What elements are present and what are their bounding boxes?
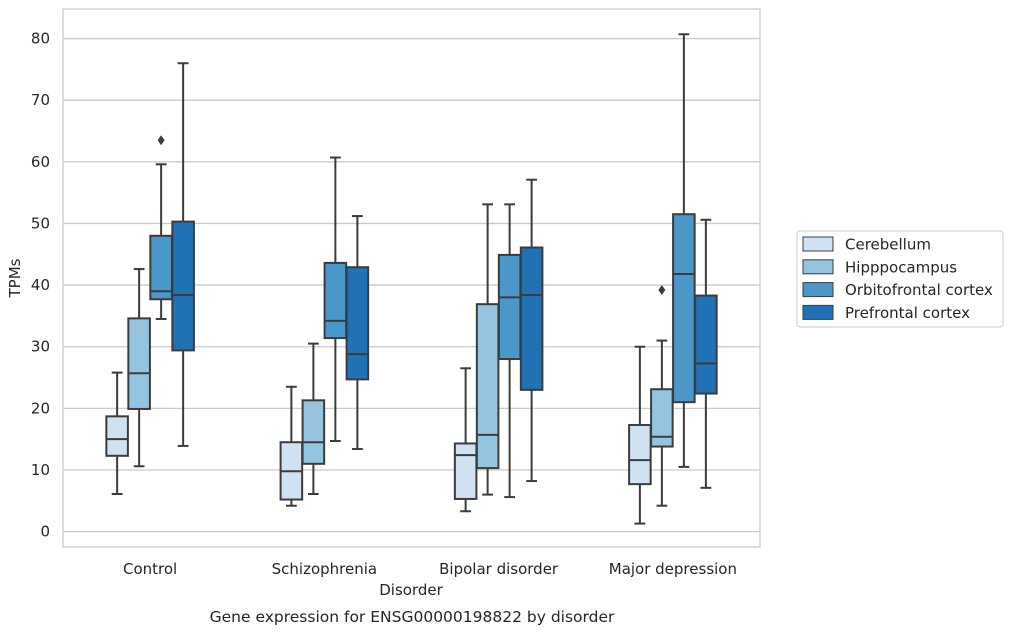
box-body: [345, 266, 370, 381]
legend-frame: [796, 230, 1004, 328]
box-body: [519, 246, 544, 391]
box-body: [672, 213, 696, 404]
legend-swatch: [802, 282, 834, 298]
x-tick-label: Major depression: [609, 560, 737, 578]
legend-label: Prefrontal cortex: [845, 304, 970, 322]
y-tick-label: 40: [31, 276, 50, 294]
series-prefrontal-cortex: [171, 62, 718, 489]
box-body: [475, 303, 500, 470]
x-axis-label: Disorder: [379, 581, 443, 599]
box: [519, 178, 544, 483]
y-tick-label: 70: [31, 91, 50, 109]
box: [650, 285, 674, 507]
box-body: [127, 317, 151, 410]
legend-swatch: [802, 236, 834, 252]
legend-label: Cerebellum: [845, 236, 931, 254]
box: [453, 367, 478, 513]
y-tick-labels: 0 10 20 30 40 50 60 70 80: [31, 30, 50, 541]
box: [323, 156, 348, 443]
legend: Cerebellum Hipppocampus Orbitofrontal cort…: [796, 230, 1004, 328]
box: [694, 218, 718, 489]
y-tick-label: 50: [31, 214, 50, 232]
series-hipppocampus: [127, 203, 674, 507]
box-body: [171, 220, 195, 352]
legend-label: Orbitofrontal cortex: [845, 281, 993, 299]
box: [672, 33, 696, 468]
box-body: [628, 423, 652, 486]
legend-swatch: [802, 259, 834, 275]
series-cerebellum: [105, 345, 652, 525]
box: [497, 203, 522, 499]
y-tick-label: 0: [40, 523, 50, 541]
box: [628, 345, 652, 525]
box: [171, 62, 195, 447]
y-axis-label: TPMs: [6, 258, 24, 298]
x-tick-label: Schizophrenia: [272, 560, 377, 578]
box-body: [694, 294, 718, 395]
plot-frame: [62, 8, 761, 548]
y-tick-label: 60: [31, 153, 50, 171]
box-body: [650, 388, 674, 448]
box: [301, 342, 326, 496]
y-tick-label: 10: [31, 461, 50, 479]
y-tick-label: 30: [31, 338, 50, 356]
box-body: [149, 234, 173, 301]
box-body: [453, 442, 478, 500]
series-orbitofrontal-cortex: [149, 33, 696, 499]
y-tick-label: 20: [31, 399, 50, 417]
box-body: [105, 415, 129, 457]
box-body: [497, 253, 522, 361]
chart-caption: Gene expression for ENSG00000198822 by d…: [210, 608, 615, 626]
outlier-point: [658, 285, 666, 296]
box: [279, 385, 304, 507]
box: [149, 135, 173, 320]
x-tick-label: Control: [123, 560, 177, 578]
box-body: [323, 261, 348, 340]
box: [345, 215, 370, 451]
y-tick-label: 80: [31, 30, 50, 48]
legend-label: Hipppocampus: [845, 258, 957, 276]
box: [105, 371, 129, 496]
box-series: [105, 33, 718, 525]
legend-swatch: [802, 304, 834, 320]
box: [475, 203, 500, 496]
x-tick-labels: Control Schizophrenia Bipolar disorder Majo…: [123, 560, 737, 578]
x-tick-label: Bipolar disorder: [439, 560, 559, 578]
box-body: [301, 399, 326, 465]
outlier-point: [157, 135, 165, 146]
box: [127, 268, 151, 468]
